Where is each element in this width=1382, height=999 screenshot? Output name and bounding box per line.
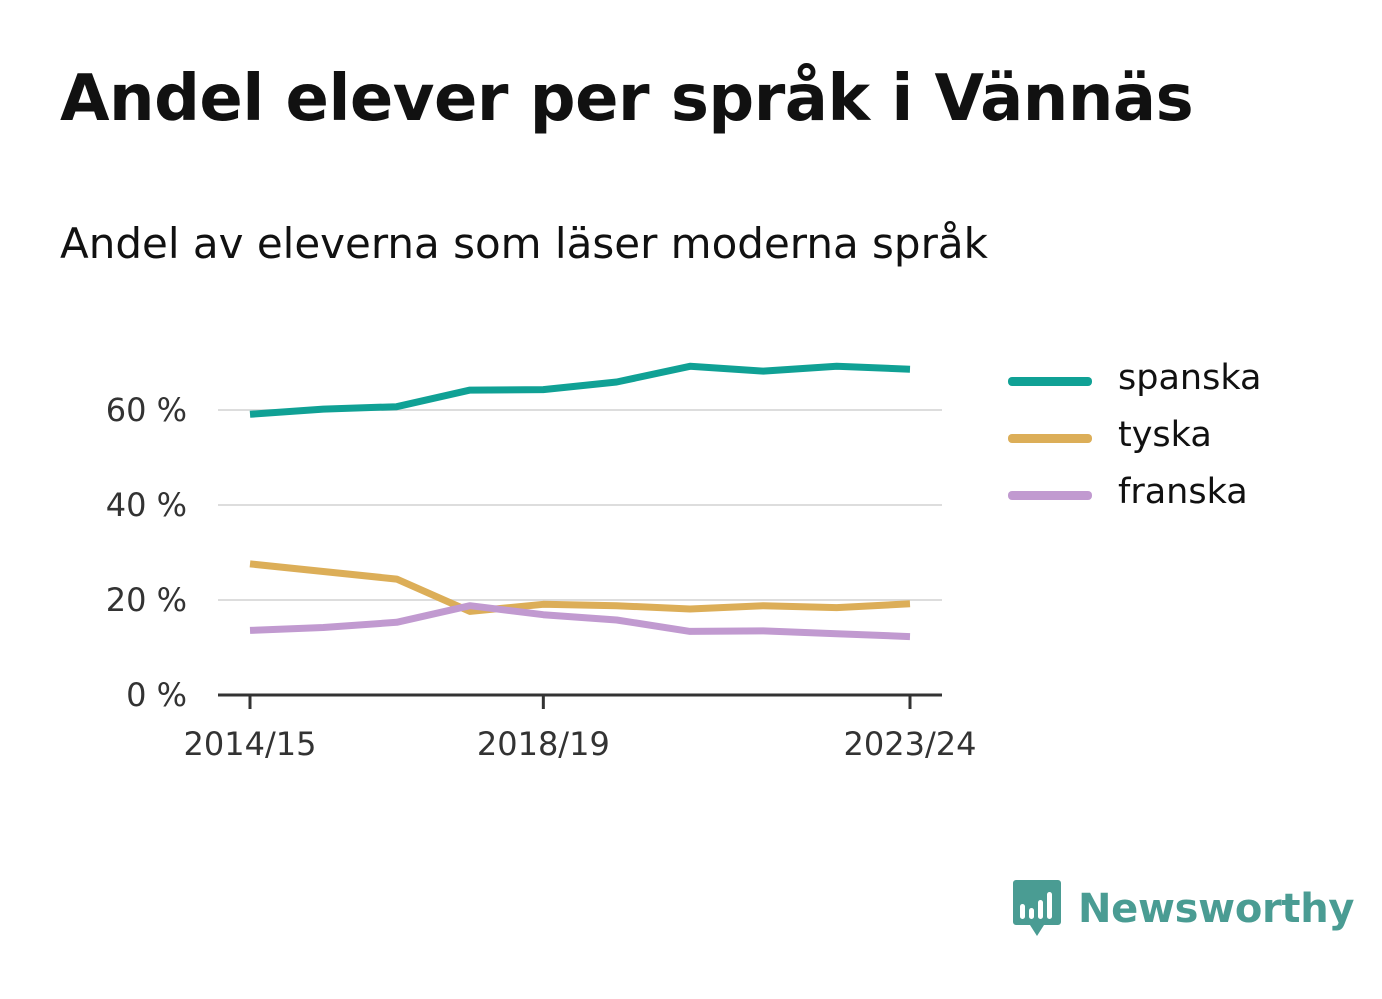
legend-label-spanska: spanska [1118,358,1262,398]
series-line-spanska [249,362,911,418]
y-tick-label: 20 % [106,581,187,619]
y-axis-tick-labels: 0 % 20 % 40 % 60 % [106,391,187,714]
legend-swatch-tyska [1008,434,1092,443]
y-tick-label: 40 % [106,486,187,524]
y-tick-label: 60 % [106,391,187,429]
x-tick-label: 2018/19 [477,725,610,763]
x-tick-label: 2014/15 [184,725,317,763]
legend-label-tyska: tyska [1118,415,1212,455]
newsworthy-logo: Newsworthy [1012,878,1355,940]
chart-subtitle: Andel av eleverna som läser moderna språ… [60,219,988,268]
legend-label-franska: franska [1118,472,1248,512]
x-tick-label: 2023/24 [844,725,977,763]
y-tick-label: 0 % [126,676,187,714]
chart-title: Andel elever per språk i Vännäs [60,62,1194,136]
bar-chart-speech-bubble-icon [1013,880,1061,936]
series-lines [249,362,911,641]
x-axis [218,693,942,709]
legend-swatch-franska [1008,491,1092,500]
x-axis-tick-labels: 2014/15 2018/19 2023/24 [184,725,977,763]
series-line-franska [249,602,911,641]
brand-name: Newsworthy [1078,886,1355,932]
legend-swatch-spanska [1008,377,1092,386]
series-line-tyska [249,560,911,615]
